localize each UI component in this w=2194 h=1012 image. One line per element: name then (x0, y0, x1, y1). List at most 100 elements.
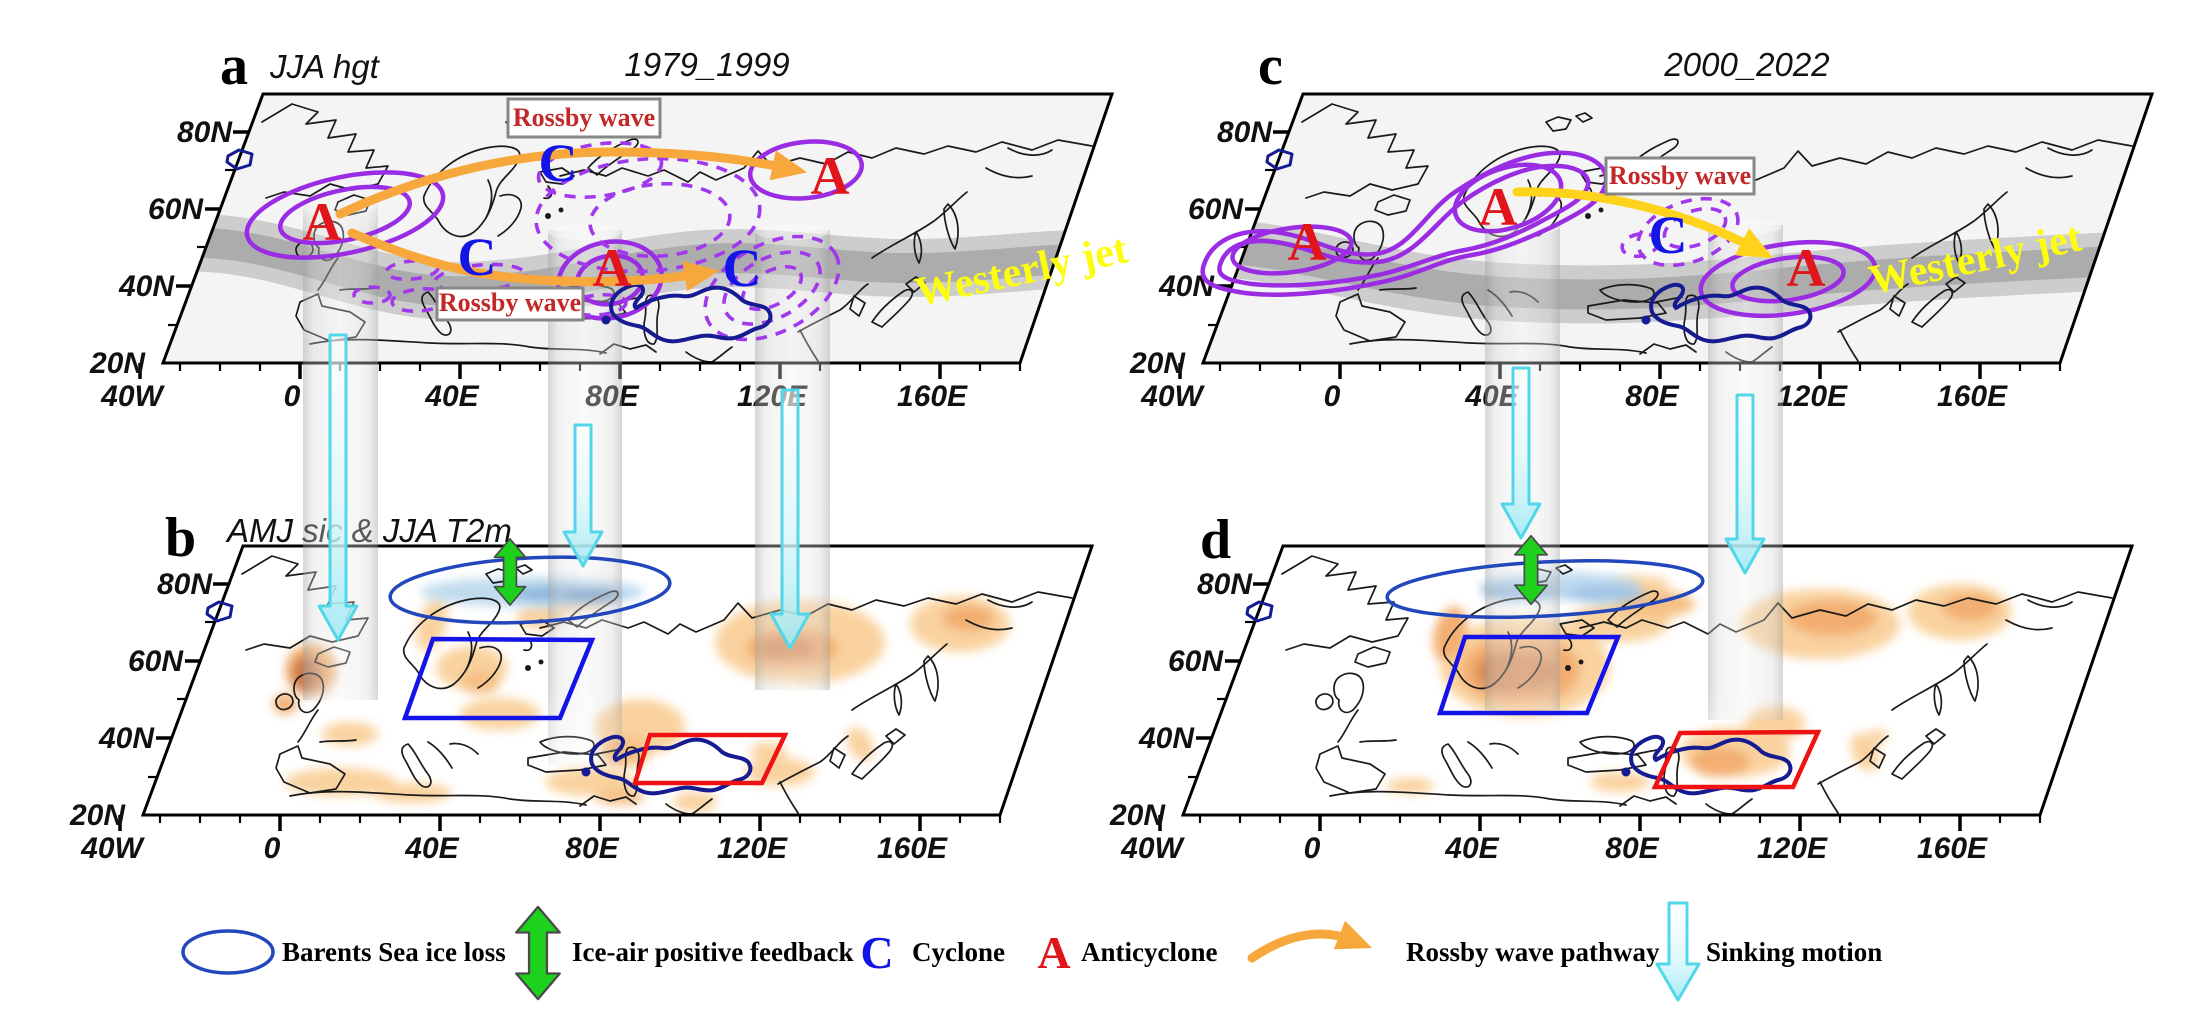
sinking-motion-arrow (1724, 393, 1766, 575)
warm-anomaly-shading (273, 595, 1010, 812)
anticyclone-marker: A (811, 146, 850, 206)
lat-axis-labels: 80N 60N 40N 20N (1129, 116, 1273, 380)
green-double-arrow-icon (515, 905, 561, 1001)
svg-text:0: 0 (1304, 832, 1321, 865)
svg-text:160E: 160E (877, 832, 948, 865)
cyclone-marker: C (723, 238, 762, 298)
barents-sea-ellipse (388, 555, 672, 625)
svg-text:160E: 160E (1917, 832, 1988, 865)
sinking-motion-arrows (317, 333, 1766, 650)
anticyclone-marker: A (593, 238, 632, 298)
legend-label: Ice-air positive feedback (572, 937, 853, 967)
svg-text:160E: 160E (897, 380, 968, 413)
svg-text:40E: 40E (404, 832, 459, 865)
lat-axis-labels: 80N 60N 40N 20N (1109, 568, 1253, 832)
sinking-motion-arrow (1500, 366, 1542, 540)
cyclone-symbol: C (860, 927, 893, 978)
svg-text:80N: 80N (177, 116, 233, 149)
legend-label: Rossby wave pathway (1406, 937, 1660, 967)
panel-c-period-title: 2000_2022 (1663, 46, 1829, 83)
svg-text:40W: 40W (1140, 380, 1205, 413)
rossby-pathway-arrow-upper (335, 147, 808, 219)
svg-text:20N: 20N (1109, 799, 1166, 832)
anticyclone-symbol: A (1037, 927, 1070, 978)
svg-text:80E: 80E (1625, 380, 1679, 413)
svg-text:120E: 120E (1777, 380, 1848, 413)
rossby-wave-box-top: Rossby wave (506, 97, 662, 139)
anticyclone-marker: A (1479, 177, 1518, 237)
axis-ticks (118, 582, 1002, 831)
svg-text:Rossby wave: Rossby wave (439, 288, 581, 317)
cyclone-contours-dashed (1620, 196, 1740, 268)
panel-letter-c: c (1258, 35, 1283, 97)
svg-text:20N: 20N (69, 799, 126, 832)
cyclone-marker: C (539, 133, 578, 193)
lat-axis-labels: 80N 60N 40N 20N (69, 568, 213, 832)
blue-region-box (1436, 634, 1622, 716)
svg-text:40N: 40N (118, 270, 175, 303)
svg-text:0: 0 (284, 380, 301, 413)
lat-axis-labels: 80N 60N 40N 20N (89, 116, 233, 380)
cyclone-marker: C (1649, 205, 1688, 265)
axis-ticks (1158, 582, 2042, 831)
legend-label: Sinking motion (1706, 937, 1882, 967)
blue-region-box (401, 636, 596, 721)
panel-b-annotations (205, 555, 789, 796)
svg-text:20N: 20N (89, 347, 146, 380)
svg-text:80E: 80E (1605, 832, 1659, 865)
svg-text:80E: 80E (565, 832, 619, 865)
legend-label: Barents Sea ice loss (282, 937, 506, 967)
svg-text:40W: 40W (100, 380, 165, 413)
anticyclone-marker: A (1288, 212, 1327, 272)
svg-text:40N: 40N (1138, 722, 1195, 755)
svg-text:120E: 120E (1757, 832, 1828, 865)
lon-axis-labels: 40W 0 40E 80E 120E 160E (1120, 832, 1988, 865)
orange-curved-arrow-icon (1247, 920, 1373, 963)
sinking-motion-arrow (769, 388, 811, 650)
svg-text:40E: 40E (1444, 832, 1499, 865)
legend-label: Anticyclone (1081, 937, 1217, 967)
svg-text:Rossby wave: Rossby wave (513, 103, 655, 132)
svg-text:20N: 20N (1129, 347, 1186, 380)
rossby-pathway-arrow (1512, 187, 1774, 258)
panel-letter-b: b (165, 507, 196, 569)
red-region-box (1651, 729, 1822, 790)
rossby-wave-box: Rossby wave (1604, 156, 1756, 196)
cyan-down-arrow-icon (1655, 901, 1701, 1002)
svg-text:0: 0 (264, 832, 281, 865)
svg-text:40N: 40N (98, 722, 155, 755)
svg-text:60N: 60N (1188, 193, 1244, 226)
svg-text:80N: 80N (1197, 568, 1253, 601)
panel-a-period-title: 1979_1999 (624, 46, 789, 83)
rossby-pathway-arrow-lower (347, 228, 720, 292)
lon-axis-labels: 40W 0 40E 80E 120E 160E (100, 380, 968, 413)
legend-label: Cyclone (912, 937, 1005, 967)
lon-axis-labels: 40W 0 40E 80E 120E 160E (1140, 380, 2008, 413)
svg-text:80N: 80N (1217, 116, 1273, 149)
panel-a-subtitle: JJA hgt (269, 48, 381, 85)
rossby-wave-box-bottom: Rossby wave (435, 286, 585, 322)
legend: Barents Sea ice loss Ice-air positive fe… (181, 901, 1882, 1002)
blue-ellipse-icon (181, 929, 275, 975)
red-region-box (631, 732, 789, 786)
svg-text:60N: 60N (128, 645, 184, 678)
svg-text:60N: 60N (1168, 645, 1224, 678)
anticyclone-marker: A (303, 192, 342, 252)
anticyclone-marker: A (1787, 238, 1826, 298)
panel-letter-d: d (1200, 509, 1231, 571)
svg-text:160E: 160E (1937, 380, 2008, 413)
svg-text:Rossby wave: Rossby wave (1609, 161, 1751, 190)
svg-text:60N: 60N (148, 193, 204, 226)
svg-text:40E: 40E (424, 380, 479, 413)
panel-a-annotations: Westerly jet Rossby wave Rossby wave A C… (225, 97, 1132, 344)
panel-letter-a: a (220, 35, 248, 97)
sinking-motion-arrow (317, 333, 359, 642)
panel-c-map: c 2000_2022 80N 60N 40N 20N 40W 0 40E 80… (1129, 35, 2154, 413)
sinking-motion-arrow (562, 423, 604, 568)
svg-text:40N: 40N (1158, 270, 1215, 303)
cyclone-marker: C (458, 227, 497, 287)
lon-axis-labels: 40W 0 40E 80E 120E 160E (80, 832, 948, 865)
barents-sea-ellipse (1385, 559, 1705, 619)
axis-ticks (138, 130, 1022, 379)
panel-d-annotations (1245, 559, 1822, 796)
